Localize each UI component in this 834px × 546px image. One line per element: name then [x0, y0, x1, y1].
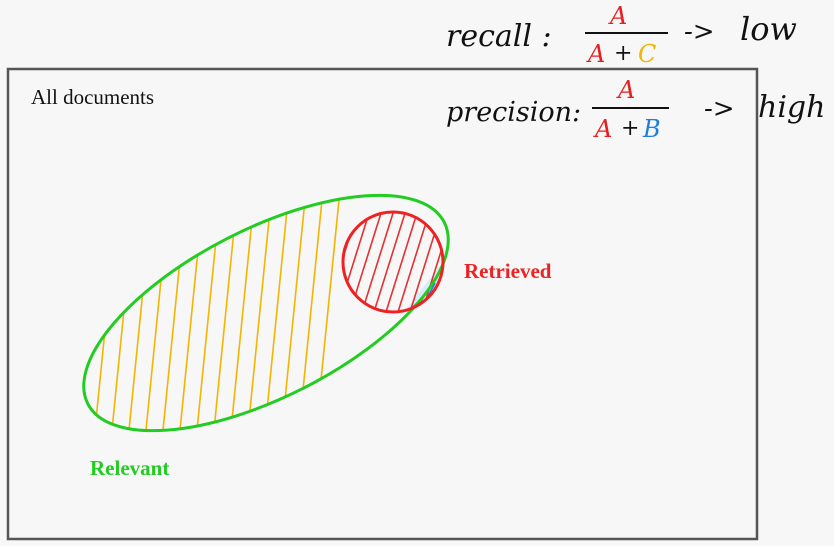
hatch-line — [361, 212, 395, 312]
retrieved-label: Retrieved — [464, 259, 552, 283]
precision-annotation: precision: A A + B -> high — [446, 76, 825, 143]
recall-annotation: recall : A A + C -> low — [446, 2, 797, 68]
precision-denominator-left: A — [593, 115, 612, 143]
all-documents-label: All documents — [31, 85, 154, 109]
recall-denominator-right: C — [638, 40, 656, 68]
hatch-line — [385, 212, 419, 312]
hatch-line — [421, 212, 443, 312]
relevant-label: Relevant — [90, 456, 169, 480]
recall-plus: + — [614, 41, 632, 66]
precision-numerator: A — [616, 76, 635, 104]
precision-arrow: -> — [704, 94, 735, 124]
precision-denominator-right: B — [642, 115, 661, 143]
recall-denominator-left: A — [586, 40, 605, 68]
precision-label: precision: — [446, 97, 581, 128]
precision-result: high — [758, 90, 825, 125]
recall-result: low — [740, 10, 797, 48]
hatch-line — [397, 212, 431, 312]
retrieved-circle — [341, 210, 445, 314]
recall-arrow: -> — [684, 17, 715, 47]
precision-plus: + — [621, 116, 639, 141]
relevant-ellipse — [82, 193, 450, 433]
recall-numerator: A — [608, 2, 627, 30]
hatch-line — [373, 212, 407, 312]
recall-label: recall : — [446, 19, 552, 54]
